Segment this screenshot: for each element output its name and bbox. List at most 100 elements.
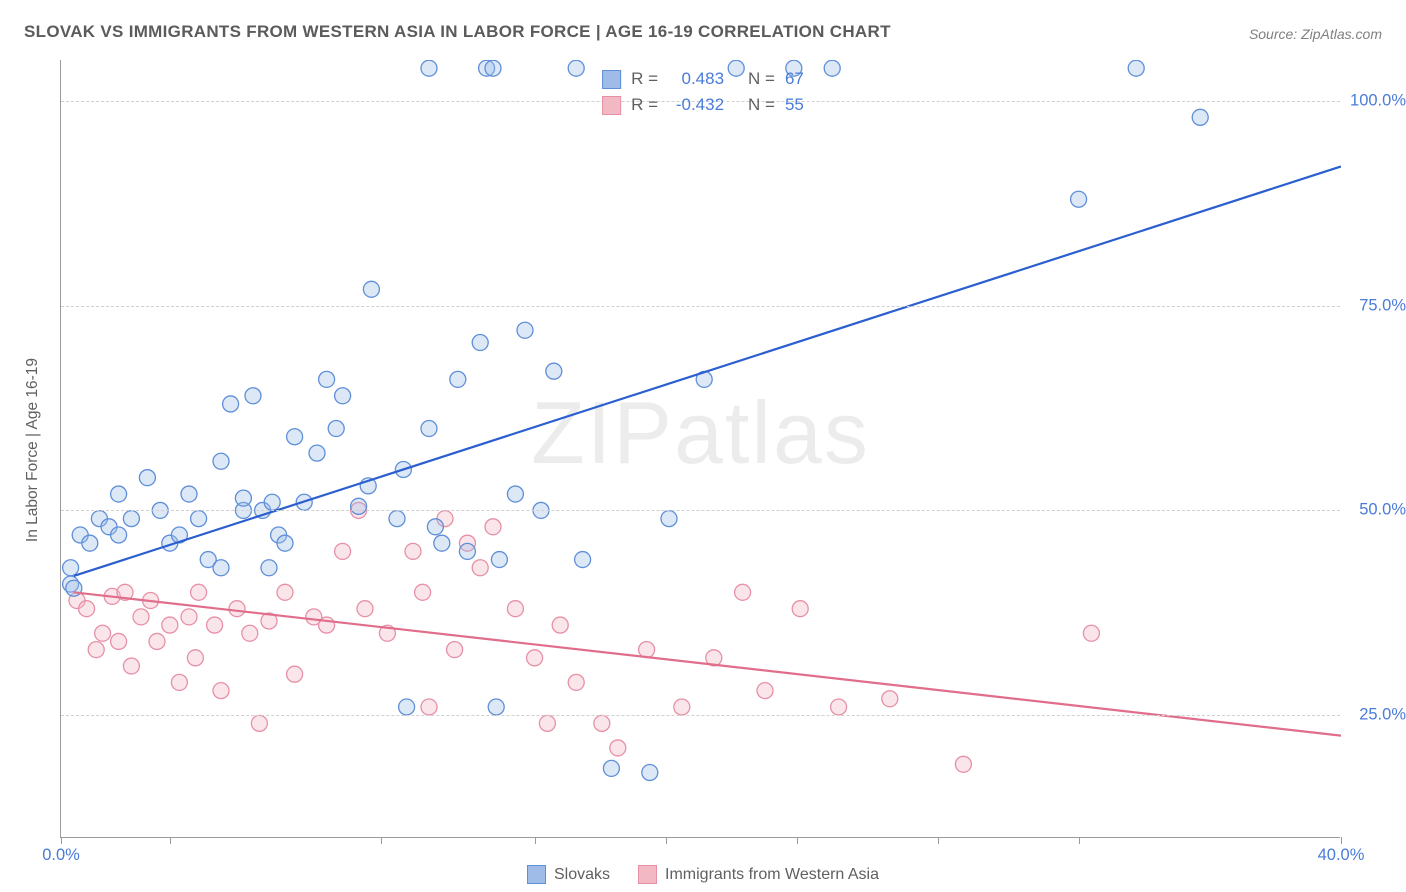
- r-value-immigrants: -0.432: [668, 95, 724, 115]
- scatter-point: [507, 486, 523, 502]
- scatter-point: [594, 715, 610, 731]
- scatter-point: [213, 453, 229, 469]
- r-label: R =: [631, 95, 658, 115]
- scatter-point: [123, 511, 139, 527]
- scatter-point: [335, 388, 351, 404]
- scatter-point: [674, 699, 690, 715]
- scatter-point: [421, 421, 437, 437]
- scatter-point: [882, 691, 898, 707]
- scatter-point: [955, 756, 971, 772]
- regression-line: [74, 592, 1341, 735]
- scatter-point: [610, 740, 626, 756]
- scatter-point: [181, 609, 197, 625]
- swatch-immigrants: [602, 96, 621, 115]
- scatter-point: [277, 535, 293, 551]
- legend-item-immigrants: Immigrants from Western Asia: [638, 865, 879, 884]
- scatter-point: [207, 617, 223, 633]
- scatter-point: [831, 699, 847, 715]
- swatch-slovaks: [527, 865, 546, 884]
- scatter-point: [88, 642, 104, 658]
- legend-label-slovaks: Slovaks: [554, 866, 610, 884]
- n-value-slovaks: 67: [785, 69, 804, 89]
- xtick: [61, 837, 62, 844]
- scatter-point: [568, 674, 584, 690]
- scatter-point: [552, 617, 568, 633]
- scatter-point: [251, 715, 267, 731]
- xtick: [381, 837, 382, 844]
- scatter-point: [517, 322, 533, 338]
- scatter-point: [351, 498, 367, 514]
- gridline: [61, 715, 1340, 716]
- r-label: R =: [631, 69, 658, 89]
- scatter-point: [507, 601, 523, 617]
- scatter-point: [287, 666, 303, 682]
- scatter-point: [1083, 625, 1099, 641]
- scatter-point: [603, 760, 619, 776]
- scatter-point: [242, 625, 258, 641]
- scatter-point: [63, 560, 79, 576]
- scatter-point: [485, 60, 501, 76]
- scatter-point: [287, 429, 303, 445]
- regression-line: [74, 166, 1341, 575]
- scatter-point: [111, 527, 127, 543]
- scatter-point: [149, 633, 165, 649]
- scatter-point: [427, 519, 443, 535]
- xtick: [797, 837, 798, 844]
- y-axis-label: In Labor Force | Age 16-19: [24, 358, 42, 542]
- n-label: N =: [748, 69, 775, 89]
- xtick: [535, 837, 536, 844]
- scatter-point: [568, 60, 584, 76]
- scatter-point: [735, 584, 751, 600]
- scatter-point: [309, 445, 325, 461]
- n-value-immigrants: 55: [785, 95, 804, 115]
- scatter-point: [459, 543, 475, 559]
- scatter-point: [415, 584, 431, 600]
- scatter-point: [485, 519, 501, 535]
- scatter-point: [95, 625, 111, 641]
- scatter-point: [546, 363, 562, 379]
- scatter-point: [434, 535, 450, 551]
- scatter-point: [229, 601, 245, 617]
- scatter-point: [335, 543, 351, 559]
- scatter-point: [79, 601, 95, 617]
- xtick: [1341, 837, 1342, 844]
- scatter-point: [421, 60, 437, 76]
- scatter-point: [191, 584, 207, 600]
- xtick: [170, 837, 171, 844]
- swatch-slovaks: [602, 70, 621, 89]
- scatter-point: [757, 683, 773, 699]
- scatter-point: [133, 609, 149, 625]
- chart-title: SLOVAK VS IMMIGRANTS FROM WESTERN ASIA I…: [24, 22, 891, 42]
- scatter-point: [277, 584, 293, 600]
- scatter-point: [111, 633, 127, 649]
- scatter-point: [187, 650, 203, 666]
- scatter-point: [171, 674, 187, 690]
- scatter-point: [191, 511, 207, 527]
- scatter-point: [261, 560, 277, 576]
- scatter-point: [472, 335, 488, 351]
- scatter-point: [447, 642, 463, 658]
- scatter-point: [399, 699, 415, 715]
- scatter-point: [539, 715, 555, 731]
- swatch-immigrants: [638, 865, 657, 884]
- scatter-point: [111, 486, 127, 502]
- legend-label-immigrants: Immigrants from Western Asia: [665, 866, 879, 884]
- scatter-point: [1128, 60, 1144, 76]
- ytick-label: 25.0%: [1346, 706, 1406, 725]
- scatter-point: [792, 601, 808, 617]
- xtick: [938, 837, 939, 844]
- gridline: [61, 306, 1340, 307]
- r-value-slovaks: 0.483: [668, 69, 724, 89]
- xtick: [1079, 837, 1080, 844]
- scatter-point: [181, 486, 197, 502]
- scatter-point: [223, 396, 239, 412]
- scatter-point: [389, 511, 405, 527]
- plot-svg: [61, 60, 1341, 838]
- scatter-point: [357, 601, 373, 617]
- scatter-point: [642, 764, 658, 780]
- scatter-point: [213, 560, 229, 576]
- source-attribution: Source: ZipAtlas.com: [1249, 26, 1382, 42]
- scatter-point: [661, 511, 677, 527]
- legend-row-immigrants: R = -0.432 N = 55: [602, 92, 804, 118]
- xtick-label: 40.0%: [1318, 846, 1365, 865]
